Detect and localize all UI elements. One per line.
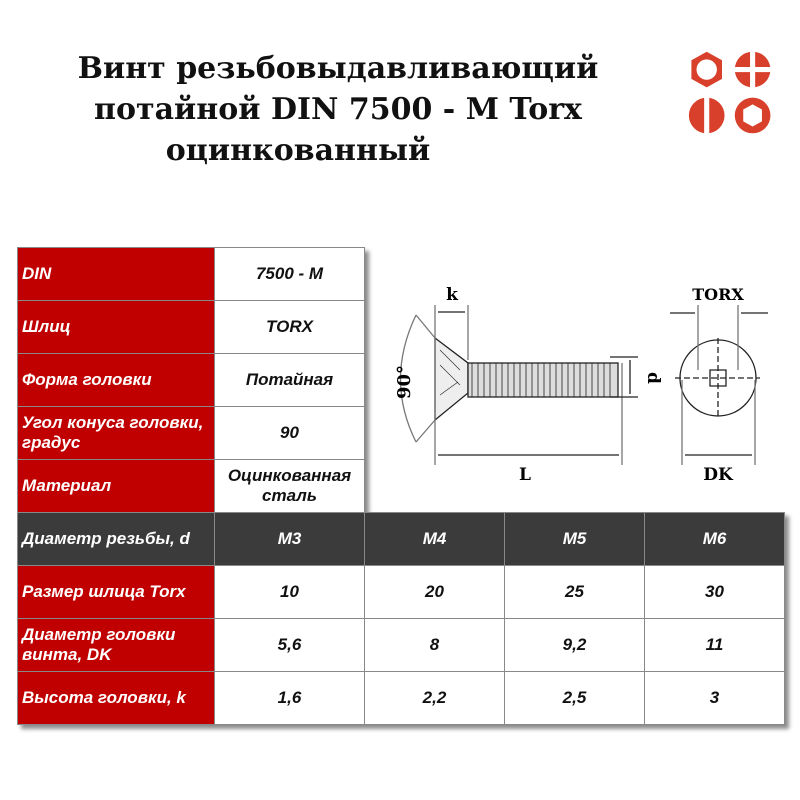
table-cell-value: 5,6 [214,618,365,672]
table-cell-value: Оцинкованная сталь [214,459,365,513]
table-row: Форма головки Потайная [17,353,365,407]
dk-label: DK [703,465,734,485]
table-cell-label: Угол конуса головки, градус [17,406,215,460]
torx-label: TORX [692,285,744,304]
table-cell-label: Высота головки, k [17,671,215,725]
table-cell-label: Шлиц [17,300,215,354]
k-label: k [446,285,459,305]
page-title: Винт резьбовыдавливающий потайной DIN 75… [40,48,636,171]
title-line-3: оцинкованный [165,133,431,168]
length-label: L [519,465,531,485]
table-row: Угол конуса головки, градус 90 [17,406,365,460]
table-row: Материал Оцинкованная сталь [17,459,365,513]
table-cell-label: Диаметр головки винта, DK [17,618,215,672]
table-cell-value: M4 [364,512,505,566]
bolt-heads-logo-icon [688,50,773,135]
table-row: Высота головки, k 1,6 2,2 2,5 3 [17,671,785,725]
table-cell-value: 11 [644,618,785,672]
table-cell-value: 2,5 [504,671,645,725]
title-line-2: потайной DIN 7500 - M Torx [94,92,582,127]
table-row: DIN 7500 - M [17,247,365,301]
specs-table: DIN 7500 - M Шлиц TORX Форма головки Потайн… [17,247,365,513]
table-cell-value: 90 [214,406,365,460]
table-row: Размер шлица Torx 10 20 25 30 [17,565,785,619]
table-cell-value: M3 [214,512,365,566]
title-line-1: Винт резьбовыдавливающий [77,51,599,86]
table-cell-value: 2,2 [364,671,505,725]
table-cell-value: TORX [214,300,365,354]
table-row: Диаметр головки винта, DK 5,6 8 9,2 11 [17,618,785,672]
table-cell-value: 10 [214,565,365,619]
table-cell-value: 25 [504,565,645,619]
table-cell-value: 7500 - M [214,247,365,301]
d-label: d [643,372,663,384]
table-cell-value: M5 [504,512,645,566]
table-cell-value: Потайная [214,353,365,407]
table-cell-value: 9,2 [504,618,645,672]
sizes-table: Диаметр резьбы, d M3 M4 M5 M6 Размер шли… [17,512,785,725]
angle-label: 90° [394,365,415,399]
table-cell-value: 8 [364,618,505,672]
table-header-row: Диаметр резьбы, d M3 M4 M5 M6 [17,512,785,566]
table-cell-value: 1,6 [214,671,365,725]
table-cell-label: Размер шлица Torx [17,565,215,619]
table-cell-label: DIN [17,247,215,301]
table-cell-label: Диаметр резьбы, d [17,512,215,566]
screw-drawing: k 90° d L TORX DK [394,285,768,485]
table-cell-label: Форма головки [17,353,215,407]
table-cell-value: M6 [644,512,785,566]
table-cell-value: 3 [644,671,785,725]
table-cell-value: 20 [364,565,505,619]
table-row: Шлиц TORX [17,300,365,354]
table-cell-value: 30 [644,565,785,619]
table-cell-label: Материал [17,459,215,513]
